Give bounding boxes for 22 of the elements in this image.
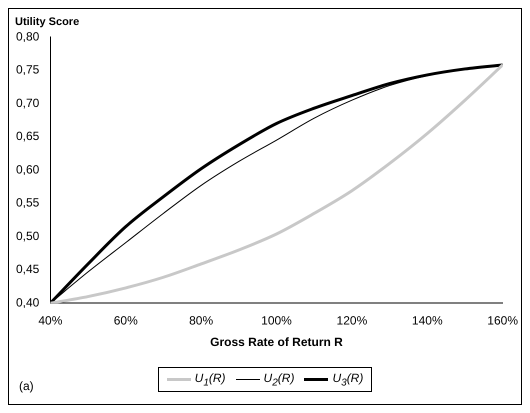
y-tick-label: 0,70 <box>16 96 40 110</box>
x-tick-label: 40% <box>38 314 63 328</box>
y-tick-label: 0,80 <box>16 29 40 44</box>
x-tick-label: 100% <box>261 314 292 328</box>
y-tick-label: 0,60 <box>16 162 40 176</box>
x-tick-label: 160% <box>487 314 518 328</box>
text: (a) <box>19 379 34 393</box>
x-tick-label: 80% <box>189 314 214 328</box>
x-axis-title: Gross Rate of Return R <box>210 335 344 350</box>
legend-label: U$_{2}$(R) <box>264 370 294 388</box>
x-tick-label: 120% <box>336 314 368 328</box>
y-axis-title: Utility Score <box>15 16 80 28</box>
y-tick-label: 0,75 <box>16 62 40 77</box>
y-tick-label: 0,45 <box>16 262 40 276</box>
y-tick-label: 0,50 <box>16 228 40 243</box>
legend-label: U$_{1}$(R) <box>194 370 226 388</box>
y-tick-label: 0,40 <box>16 296 40 310</box>
x-tick-label: 140% <box>412 314 443 328</box>
legend-label: U$_{3}$(R) <box>332 370 364 388</box>
y-tick-label: 0,65 <box>16 129 40 144</box>
x-tick-label: 60% <box>114 314 138 328</box>
y-tick-label: 0,55 <box>16 196 40 210</box>
